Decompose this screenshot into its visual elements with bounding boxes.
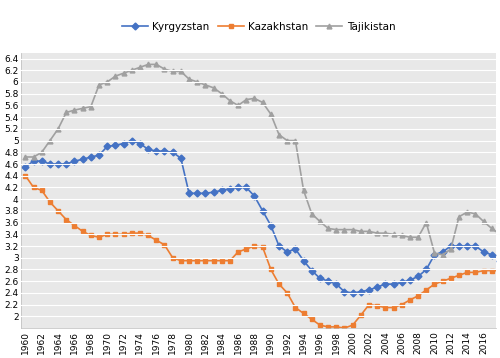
Tajikistan (497, 232, 500, 237)
Kazakhstan (72, 223, 78, 228)
Tajikistan (39, 150, 45, 154)
Tajikistan (72, 108, 78, 112)
Kazakhstan (342, 326, 347, 330)
Legend: Kyrgyzstan, Kazakhstan, Tajikistan: Kyrgyzstan, Kazakhstan, Tajikistan (122, 22, 396, 32)
Kazakhstan (145, 233, 151, 238)
Kyrgyzstan (96, 153, 102, 158)
Kyrgyzstan (39, 159, 45, 163)
Line: Tajikistan: Tajikistan (23, 62, 500, 257)
Kyrgyzstan (276, 244, 282, 248)
Tajikistan (440, 253, 446, 257)
Kazakhstan (22, 174, 28, 178)
Kazakhstan (39, 188, 45, 193)
Kyrgyzstan (350, 291, 356, 295)
Kazakhstan (96, 235, 102, 240)
Tajikistan (96, 83, 102, 87)
Line: Kazakhstan: Kazakhstan (23, 173, 500, 330)
Tajikistan (276, 132, 282, 137)
Tajikistan (154, 62, 160, 67)
Kyrgyzstan (129, 139, 135, 143)
Kyrgyzstan (72, 159, 78, 163)
Kyrgyzstan (497, 258, 500, 263)
Line: Kyrgyzstan: Kyrgyzstan (23, 138, 500, 295)
Kyrgyzstan (382, 282, 388, 286)
Tajikistan (22, 155, 28, 159)
Tajikistan (145, 62, 151, 67)
Kazakhstan (374, 304, 380, 308)
Kazakhstan (497, 268, 500, 273)
Kyrgyzstan (22, 165, 28, 169)
Kyrgyzstan (154, 149, 160, 153)
Kazakhstan (268, 267, 274, 272)
Tajikistan (374, 231, 380, 235)
